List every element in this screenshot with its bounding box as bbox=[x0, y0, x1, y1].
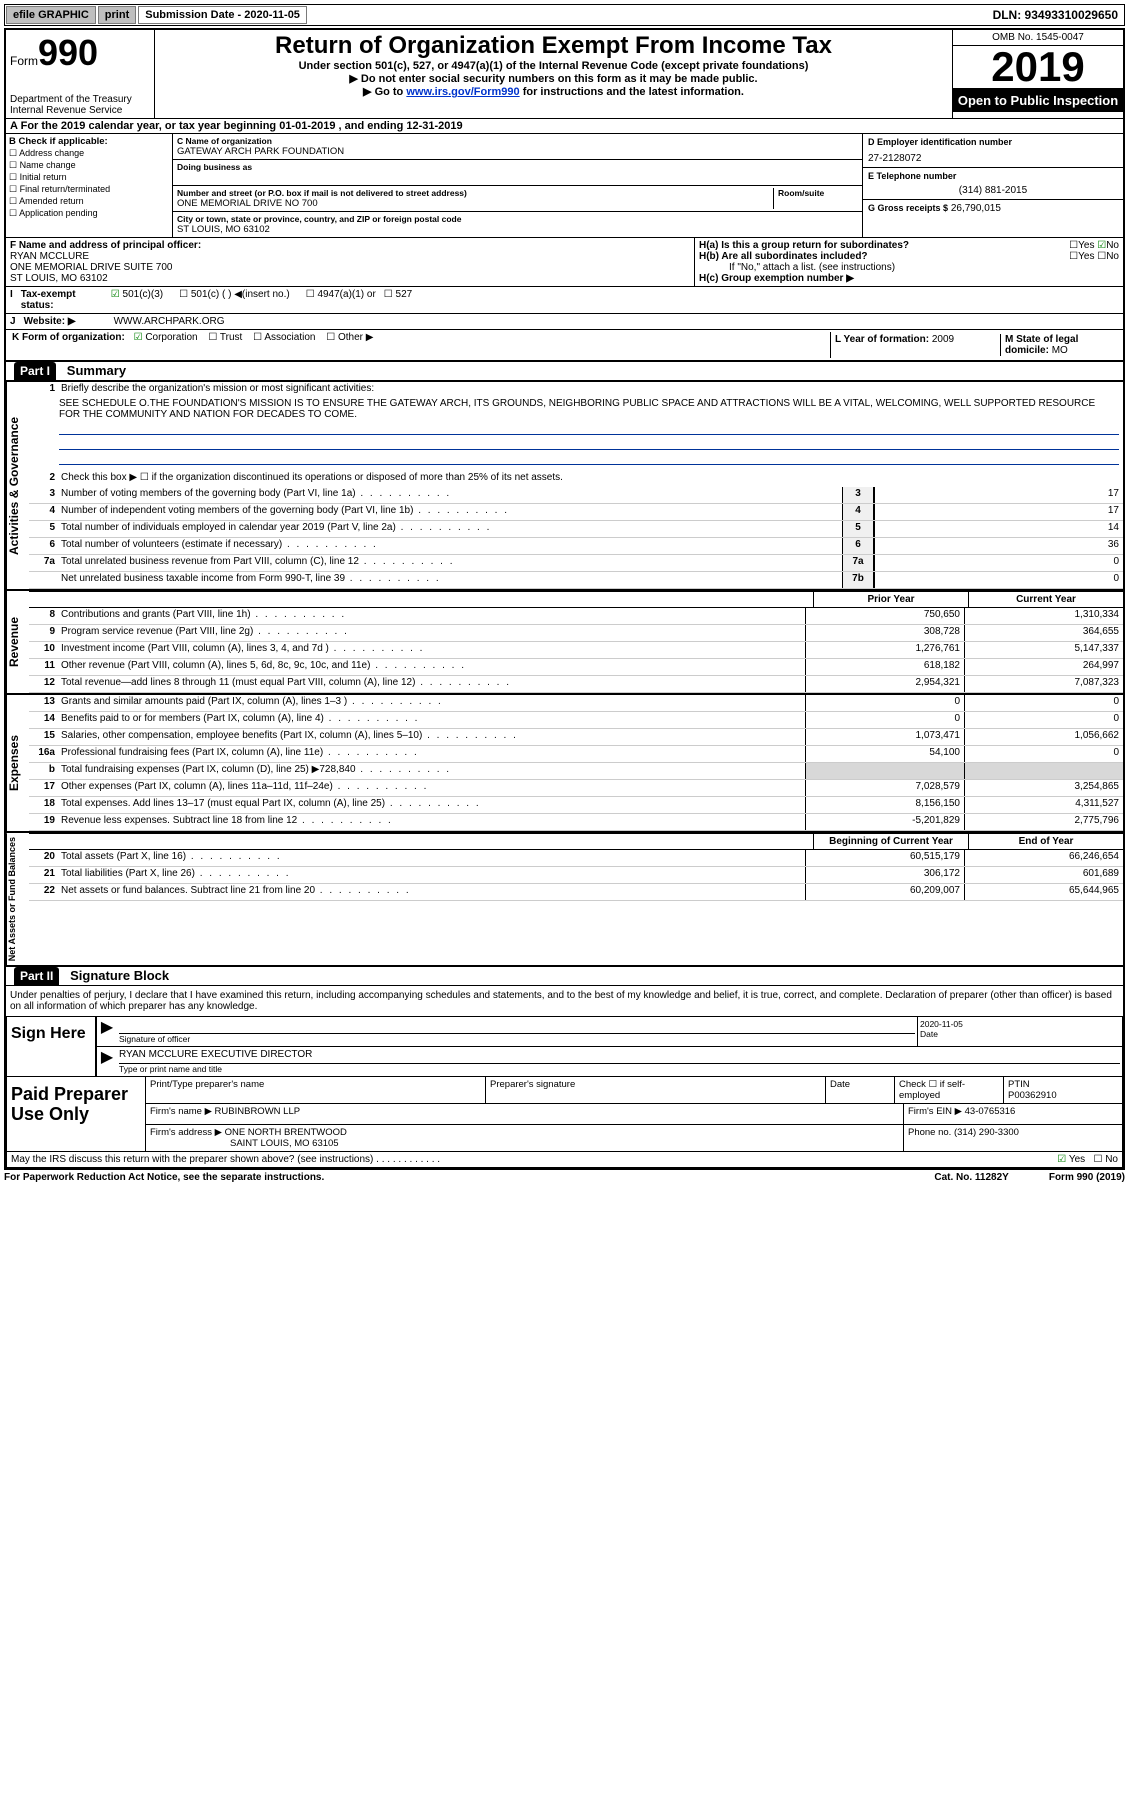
paid-preparer-block: Paid Preparer Use Only Print/Type prepar… bbox=[6, 1077, 1123, 1152]
check-501c3[interactable] bbox=[111, 289, 123, 300]
open-to-public: Open to Public Inspection bbox=[953, 89, 1123, 112]
part-ii-title: Signature Block bbox=[62, 968, 169, 983]
signature-declaration: Under penalties of perjury, I declare th… bbox=[6, 986, 1123, 1016]
side-net-assets: Net Assets or Fund Balances bbox=[6, 833, 29, 965]
ein: 27-2128072 bbox=[868, 147, 1118, 164]
part-i-title: Summary bbox=[59, 363, 126, 378]
form-year-block: OMB No. 1545-0047 2019 Open to Public In… bbox=[952, 30, 1123, 118]
form-note-1: Do not enter social security numbers on … bbox=[159, 72, 948, 85]
sig-name: RYAN MCCLURE EXECUTIVE DIRECTOR bbox=[119, 1049, 1120, 1064]
section-klm: K Form of organization: Corporation Trus… bbox=[6, 329, 1123, 360]
period-row: A For the 2019 calendar year, or tax yea… bbox=[6, 118, 1123, 133]
phone: (314) 881-2015 bbox=[868, 181, 1118, 196]
form-subtitle: Under section 501(c), 527, or 4947(a)(1)… bbox=[159, 60, 948, 72]
org-city: ST LOUIS, MO 63102 bbox=[177, 224, 858, 235]
check-final-return[interactable]: Final return/terminated bbox=[9, 184, 169, 195]
form-id-block: Form990 Department of the Treasury Inter… bbox=[6, 30, 155, 118]
side-expenses: Expenses bbox=[6, 695, 29, 831]
dln-label: DLN: 93493310029650 bbox=[987, 6, 1124, 24]
mission-text: SEE SCHEDULE O.THE FOUNDATION'S MISSION … bbox=[29, 398, 1123, 420]
check-corp[interactable] bbox=[134, 332, 146, 343]
sign-here-block: Sign Here ▶ Signature of officer 2020-11… bbox=[6, 1016, 1123, 1077]
section-b: B Check if applicable: Address change Na… bbox=[6, 134, 173, 237]
page-footer: For Paperwork Reduction Act Notice, see … bbox=[4, 1170, 1125, 1185]
ptin: P00362910 bbox=[1008, 1090, 1057, 1101]
firm-name: RUBINBROWN LLP bbox=[215, 1106, 301, 1117]
form-word: Form bbox=[10, 54, 38, 68]
firm-addr: ONE NORTH BRENTWOOD bbox=[225, 1127, 347, 1138]
section-deg: D Employer identification number 27-2128… bbox=[862, 134, 1123, 237]
section-f: F Name and address of principal officer:… bbox=[6, 238, 694, 286]
tax-year: 2019 bbox=[953, 46, 1123, 89]
form990-link[interactable]: www.irs.gov/Form990 bbox=[406, 86, 519, 98]
section-h: H(a) Is this a group return for subordin… bbox=[694, 238, 1123, 286]
section-i: I Tax-exempt status: 501(c)(3) 501(c) ( … bbox=[6, 286, 1123, 313]
form-title: Return of Organization Exempt From Incom… bbox=[159, 32, 948, 60]
side-revenue: Revenue bbox=[6, 591, 29, 693]
website: WWW.ARCHPARK.ORG bbox=[114, 316, 225, 327]
check-initial-return[interactable]: Initial return bbox=[9, 172, 169, 183]
top-toolbar: efile GRAPHIC print Submission Date - 20… bbox=[4, 4, 1125, 26]
check-other[interactable] bbox=[326, 332, 338, 343]
gross-receipts: 26,790,015 bbox=[951, 203, 1001, 214]
irs-discuss-row: May the IRS discuss this return with the… bbox=[6, 1152, 1123, 1168]
check-527[interactable] bbox=[384, 289, 396, 300]
form-container: Form990 Department of the Treasury Inter… bbox=[4, 28, 1125, 1170]
check-trust[interactable] bbox=[208, 332, 220, 343]
officer-name: RYAN MCCLURE bbox=[10, 251, 690, 262]
submission-date: Submission Date - 2020-11-05 bbox=[138, 6, 307, 24]
firm-phone: (314) 290-3300 bbox=[954, 1127, 1019, 1138]
check-name-change[interactable]: Name change bbox=[9, 160, 169, 171]
check-4947[interactable] bbox=[306, 289, 318, 300]
side-activities: Activities & Governance bbox=[6, 382, 29, 589]
form-title-block: Return of Organization Exempt From Incom… bbox=[155, 30, 952, 118]
check-501c[interactable] bbox=[179, 289, 191, 300]
section-j: J Website: ▶ WWW.ARCHPARK.ORG bbox=[6, 313, 1123, 329]
check-assoc[interactable] bbox=[253, 332, 264, 343]
check-amended-return[interactable]: Amended return bbox=[9, 196, 169, 207]
part-ii-label: Part II bbox=[14, 967, 59, 985]
efile-label: efile GRAPHIC bbox=[6, 6, 96, 24]
org-address: ONE MEMORIAL DRIVE NO 700 bbox=[177, 198, 773, 209]
section-c: C Name of organization GATEWAY ARCH PARK… bbox=[173, 134, 862, 237]
officer-addr: ONE MEMORIAL DRIVE SUITE 700 ST LOUIS, M… bbox=[10, 262, 690, 284]
firm-ein: 43-0765316 bbox=[965, 1106, 1016, 1117]
form-number: 990 bbox=[38, 32, 98, 73]
check-address-change[interactable]: Address change bbox=[9, 148, 169, 159]
org-name: GATEWAY ARCH PARK FOUNDATION bbox=[177, 146, 858, 157]
dept-label: Department of the Treasury Internal Reve… bbox=[10, 94, 150, 116]
sig-date: 2020-11-05 bbox=[920, 1019, 1120, 1029]
part-i-label: Part I bbox=[14, 362, 56, 380]
check-application-pending[interactable]: Application pending bbox=[9, 208, 169, 219]
print-button[interactable]: print bbox=[98, 6, 136, 24]
form-note-2: Go to www.irs.gov/Form990 for instructio… bbox=[159, 85, 948, 98]
year-formation: 2009 bbox=[932, 334, 954, 345]
domicile: MO bbox=[1052, 345, 1068, 356]
